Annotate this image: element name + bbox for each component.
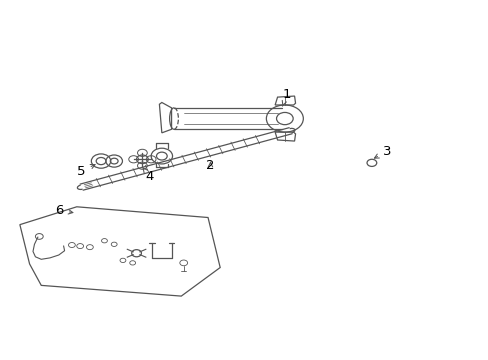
Text: 3: 3 [374,145,390,158]
Text: 1: 1 [282,88,290,106]
Text: 6: 6 [56,204,73,217]
Text: 2: 2 [206,159,214,172]
Text: 4: 4 [142,167,154,183]
Text: 5: 5 [77,165,95,177]
